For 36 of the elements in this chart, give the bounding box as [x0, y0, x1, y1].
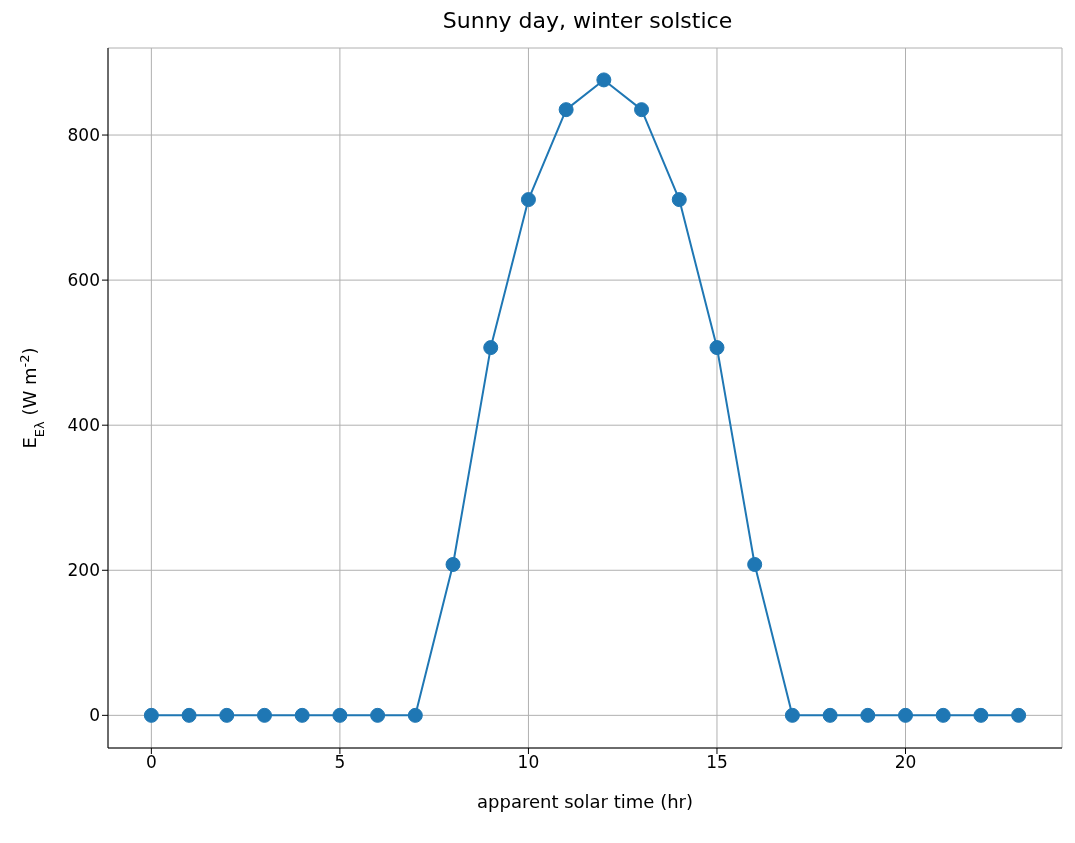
point	[709, 340, 725, 356]
x-tick-label: 5	[334, 752, 346, 773]
x-tick-label: 0	[145, 752, 157, 773]
point	[935, 707, 951, 723]
point	[784, 707, 800, 723]
chart-title: Sunny day, winter solstice	[441, 8, 734, 35]
point	[370, 707, 386, 723]
x-tick-label: 20	[894, 752, 917, 773]
point	[520, 192, 536, 208]
y-tick-label: 800	[67, 125, 100, 146]
y-tick-label: 400	[67, 415, 100, 436]
point	[143, 707, 159, 723]
point	[332, 707, 348, 723]
point	[898, 707, 914, 723]
point	[558, 102, 574, 118]
point	[219, 707, 235, 723]
point	[445, 556, 461, 572]
y-tick-label: 200	[67, 560, 100, 581]
point	[860, 707, 876, 723]
point	[671, 192, 687, 208]
point	[256, 707, 272, 723]
point	[294, 707, 310, 723]
x-axis-title: apparent solar time (hr)	[477, 791, 693, 812]
point	[747, 556, 763, 572]
x-tick-label: 10	[517, 752, 540, 773]
y-tick-label: 0	[89, 705, 100, 726]
point	[407, 707, 423, 723]
point	[596, 72, 612, 88]
y-tick-label: 600	[67, 270, 100, 291]
x-tick-label: 15	[706, 752, 728, 773]
point	[181, 707, 197, 723]
point	[634, 102, 650, 118]
point	[973, 707, 989, 723]
point	[483, 340, 499, 356]
point	[822, 707, 838, 723]
point	[1011, 707, 1027, 723]
